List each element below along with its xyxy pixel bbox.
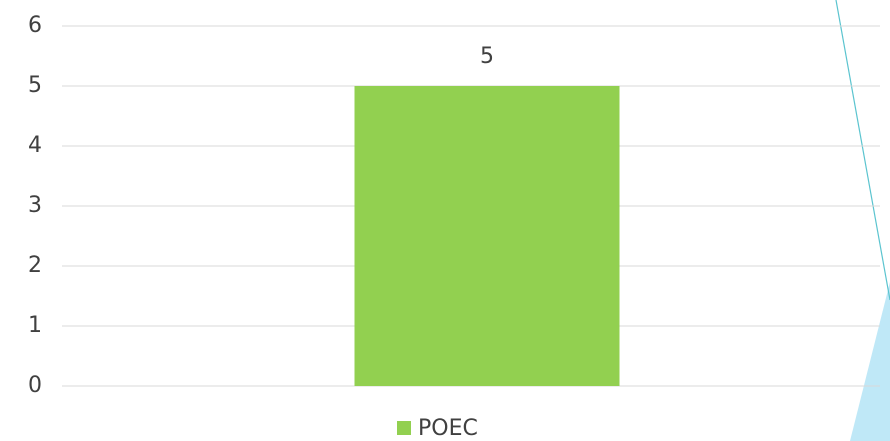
decor-shape xyxy=(850,282,890,441)
decor-line xyxy=(835,0,890,301)
y-tick-label: 1 xyxy=(28,313,42,338)
bar xyxy=(354,86,620,386)
data-label: 5 xyxy=(480,44,494,69)
y-tick-label: 2 xyxy=(28,253,42,278)
y-tick-label: 6 xyxy=(28,13,42,38)
y-tick-label: 4 xyxy=(28,133,42,158)
y-tick-label: 0 xyxy=(28,373,42,398)
y-tick-label: 3 xyxy=(28,193,42,218)
legend-label: POEC xyxy=(418,416,478,441)
legend-swatch xyxy=(397,421,411,435)
y-tick-label: 5 xyxy=(28,73,42,98)
